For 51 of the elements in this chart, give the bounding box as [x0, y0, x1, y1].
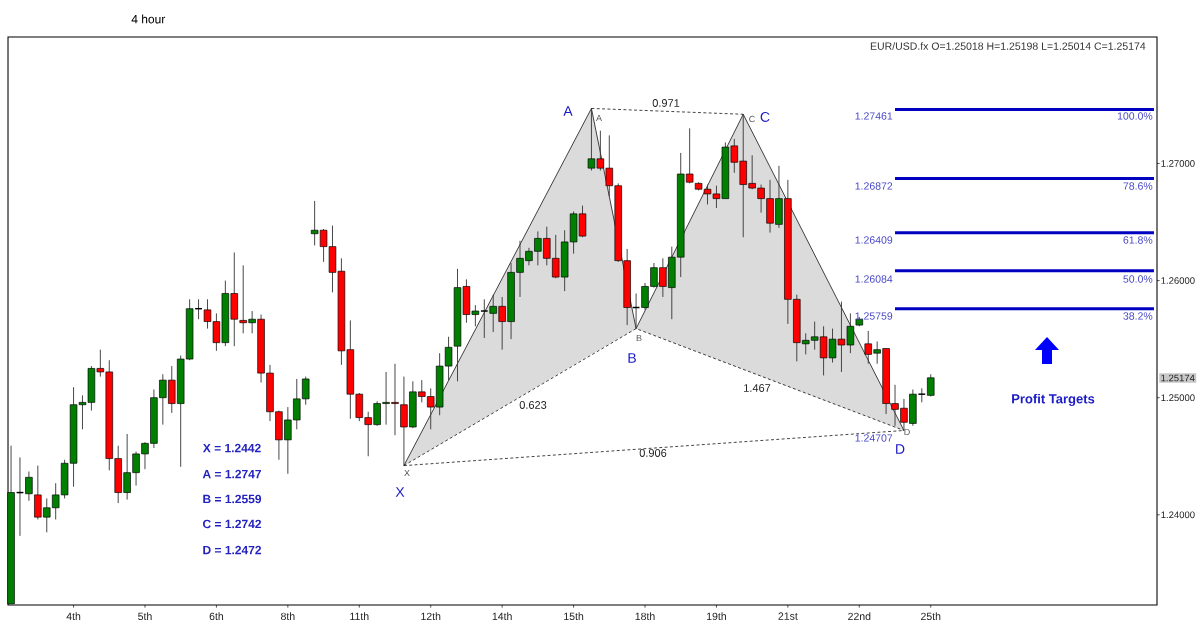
annotation: 1.467: [744, 384, 771, 392]
annotation: C: [749, 115, 755, 123]
annotation: 1.26409: [855, 236, 893, 244]
annotation: 1.27461: [855, 112, 893, 120]
annotation: D: [904, 428, 910, 436]
x-tick-label: 5th: [138, 612, 152, 621]
annotation: X: [404, 469, 410, 477]
annotation: X: [395, 487, 405, 497]
x-tick-label: 18th: [635, 612, 655, 621]
annotation: A: [563, 106, 573, 116]
annotation: 1.26872: [855, 182, 893, 190]
annotation: 0.906: [639, 449, 667, 457]
annotation: B: [628, 353, 636, 363]
annotation: 1.26084: [855, 275, 893, 283]
annotation: 0.971: [652, 99, 680, 107]
x-tick-label: 22nd: [848, 612, 871, 621]
annotation: D = 1.2472: [203, 545, 262, 555]
x-tick-label: 4th: [66, 612, 81, 621]
annotation: D: [896, 444, 905, 454]
annotation: A: [596, 114, 602, 122]
chart-title: EUR/USD.fx O=1.25018 H=1.25198 L=1.25014 C=1.25174: [870, 42, 1146, 50]
x-tick-label: 11th: [350, 612, 369, 621]
annotation: B: [636, 334, 642, 342]
text: 1.25174: [1161, 374, 1195, 382]
y-tick-label: 1.26000: [1161, 277, 1195, 284]
annotation: 38.2%: [1123, 312, 1153, 320]
annotation: C = 1.2742: [202, 519, 262, 529]
x-tick-label: 21st: [778, 612, 798, 620]
annotation: 100.0%: [1117, 112, 1153, 120]
annotation: A = 1.2747: [202, 469, 261, 479]
annotation: 78.6%: [1123, 182, 1153, 190]
annotation: 1.24707: [855, 434, 893, 442]
annotation: X = 1.2442: [202, 443, 261, 453]
y-tick-label: 1.27000: [1161, 160, 1195, 167]
y-tick-label: 1.25000: [1161, 394, 1195, 402]
x-tick-label: 8th: [281, 612, 295, 621]
y-tick-label: 1.24000: [1161, 511, 1195, 519]
x-tick-label: 19th: [707, 612, 726, 621]
annotation: 50.0%: [1123, 275, 1153, 283]
annotation: C: [760, 112, 770, 122]
annotation: B = 1.2559: [203, 494, 262, 504]
annotation: 0.623: [519, 401, 547, 409]
annotation: Profit Targets: [1012, 393, 1095, 407]
x-tick-label: 15th: [564, 612, 584, 621]
x-tick-label: 14th: [492, 612, 512, 621]
annotation: 1.25759: [855, 312, 893, 320]
x-tick-label: 6th: [209, 612, 224, 621]
x-tick-label: 12th: [421, 612, 441, 621]
text: 4 hour: [131, 14, 166, 24]
annotation: 61.8%: [1123, 236, 1153, 244]
x-tick-label: 25th: [921, 612, 941, 621]
